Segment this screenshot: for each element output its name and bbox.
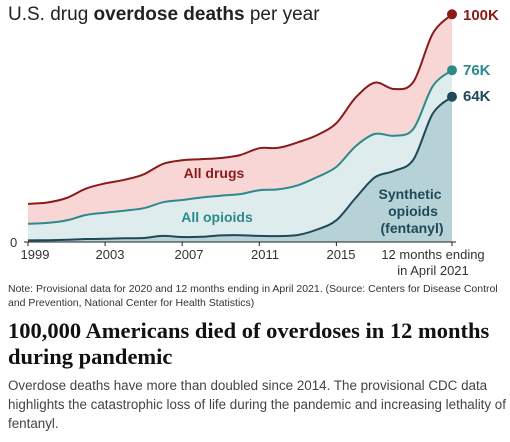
area-synthetic-opioids (28, 96, 452, 242)
area-label-all-opioids: All opioids (181, 209, 253, 225)
x-tick-label-1999: 1999 (21, 247, 50, 262)
line-all-opioids (27, 69, 453, 225)
area-label-all-drugs: All drugs (184, 165, 245, 181)
x-tick-label-2007: 2007 (175, 247, 204, 262)
end-label-all-opioids: 76K (463, 62, 491, 79)
endpoint-dot-synthetic-opioids (447, 91, 457, 102)
x-tick-label-2011: 2011 (251, 247, 279, 262)
line-all-drugs (27, 13, 453, 205)
area-all-opioids (28, 70, 452, 242)
chart-title-emphasis: overdose deaths (93, 4, 245, 25)
y-tick-label-0: 0 (10, 235, 17, 250)
article-headline: 100,000 Americans died of overdoses in 1… (8, 318, 490, 369)
x-axis-ticks (27, 242, 453, 246)
chart-areas (28, 14, 452, 242)
x-tick-label-12-months-ending: 12 months ending (381, 247, 484, 262)
endpoint-dot-all-drugs (447, 9, 457, 20)
chart-lines (27, 13, 453, 242)
x-tick-label-2003: 2003 (96, 247, 125, 262)
overdose-area-chart: 0 1999 2003 2007 2011 2015 12 months end… (10, 7, 499, 278)
chart-title-suffix: per year (244, 4, 320, 25)
chart-title: U.S. drug overdose deaths per year (8, 4, 320, 26)
end-label-all-drugs: 100K (463, 7, 499, 24)
article-dek: Overdose deaths have more than doubled s… (8, 378, 506, 431)
area-label-opioids: opioids (388, 203, 438, 219)
chart-title-prefix: U.S. drug (8, 4, 94, 25)
x-tick-label-in-april-2021: in April 2021 (397, 263, 469, 278)
area-label-synthetic: Synthetic (378, 186, 441, 202)
chart-note: Note: Provisional data for 2020 and 12 m… (8, 283, 498, 309)
end-label-synthetic-opioids: 64K (463, 88, 491, 105)
series-endpoints (447, 9, 457, 102)
x-tick-label-2015: 2015 (327, 247, 356, 262)
line-synthetic-opioids (27, 95, 453, 242)
area-label-fentanyl: (fentanyl) (381, 220, 444, 236)
endpoint-dot-all-opioids (447, 65, 457, 76)
